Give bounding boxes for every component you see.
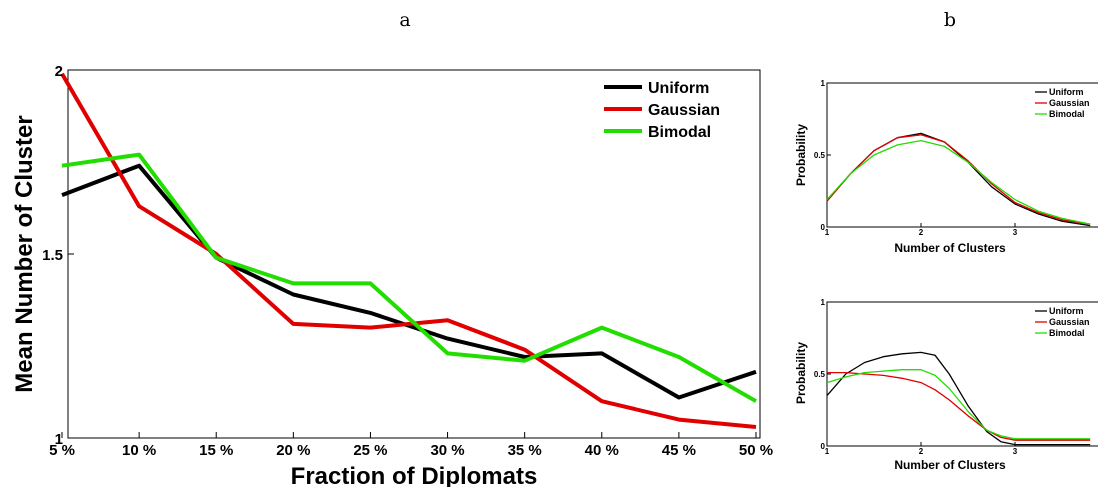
chart-b-top-series-gaussian bbox=[826, 134, 1091, 225]
chart-a-xtick-label: 40 % bbox=[585, 442, 619, 459]
chart-a-legend: Uniform Gaussian Bimodal bbox=[604, 80, 720, 141]
chart-b-bottom-ylabel: Probability bbox=[794, 342, 808, 404]
chart-b-bottom: 1 2 3 0 0.5 1 Number of Clusters Probability… bbox=[794, 298, 1098, 472]
chart-b-bottom-ytick-label: 0 bbox=[821, 442, 826, 451]
chart-b-top-ytick-label: 0.5 bbox=[814, 151, 826, 160]
chart-b-top-xlabel: Number of Clusters bbox=[894, 241, 1006, 255]
chart-b-bottom-series-gaussian bbox=[827, 371, 1091, 441]
chart-a-series-uniform bbox=[61, 163, 757, 400]
chart-b-bottom-xtick-label: 3 bbox=[1013, 447, 1018, 456]
chart-b-top-xtick-label: 1 bbox=[825, 228, 830, 237]
chart-b-bottom-ytick-label: 0.5 bbox=[814, 370, 826, 379]
chart-a-xtick-label: 35 % bbox=[508, 442, 542, 459]
chart-a-xlabel: Fraction of Diplomats bbox=[291, 463, 538, 487]
chart-a-xtick-label: 30 % bbox=[430, 442, 464, 459]
chart-a-ylabel: Mean Number of Cluster bbox=[11, 115, 38, 392]
chart-b-top-legend-label-uniform: Uniform bbox=[1049, 87, 1084, 97]
chart-a-xtick-label: 5 % bbox=[49, 442, 75, 459]
chart-b-bottom-series-bimodal bbox=[826, 369, 1091, 440]
chart-b-bottom-legend-label-bimodal: Bimodal bbox=[1049, 328, 1085, 338]
chart-b-top-xtick-label: 3 bbox=[1013, 228, 1018, 237]
chart-b-bottom-legend-label-gaussian: Gaussian bbox=[1049, 317, 1090, 327]
chart-b-bottom-series-uniform bbox=[826, 351, 1091, 446]
panel-label-a: a bbox=[399, 9, 410, 31]
chart-a-xtick-label: 20 % bbox=[276, 442, 310, 459]
chart-a-series-bimodal bbox=[61, 152, 757, 403]
chart-b-top-legend-label-gaussian: Gaussian bbox=[1049, 98, 1090, 108]
chart-b-top-xtick-label: 2 bbox=[919, 228, 924, 237]
chart-a-ytick-label: 1 bbox=[55, 431, 63, 448]
chart-a-xtick-label: 10 % bbox=[122, 442, 156, 459]
chart-a-legend-label-bimodal: Bimodal bbox=[648, 124, 711, 141]
chart-b-top-series-bimodal bbox=[826, 139, 1091, 225]
chart-a-xtick-label: 25 % bbox=[353, 442, 387, 459]
chart-a-ytick-label: 2 bbox=[55, 63, 63, 80]
chart-b-top-legend-label-bimodal: Bimodal bbox=[1049, 109, 1085, 119]
chart-b-top-ytick-label: 0 bbox=[821, 223, 826, 232]
chart-a-legend-label-gaussian: Gaussian bbox=[648, 102, 720, 119]
chart-a-xtick-label: 50 % bbox=[739, 442, 773, 459]
chart-b-bottom-xtick-label: 2 bbox=[919, 447, 924, 456]
chart-b-bottom-xlabel: Number of Clusters bbox=[894, 458, 1006, 472]
chart-a-xtick-label: 45 % bbox=[662, 442, 696, 459]
chart-b-bottom-legend-label-uniform: Uniform bbox=[1049, 306, 1084, 316]
chart-a-series-gaussian bbox=[60, 72, 757, 429]
chart-b-top-series-uniform bbox=[826, 132, 1091, 227]
chart-b-top-ylabel: Probability bbox=[794, 124, 808, 186]
chart-a-ytick-label: 1.5 bbox=[42, 247, 63, 264]
panel-label-b: b bbox=[944, 9, 956, 31]
chart-b-bottom-ytick-label: 1 bbox=[821, 298, 826, 307]
chart-a-xtick-label: 15 % bbox=[199, 442, 233, 459]
chart-a-legend-label-uniform: Uniform bbox=[648, 80, 709, 97]
chart-b-bottom-xtick-label: 1 bbox=[825, 447, 830, 456]
chart-a: 5 % 10 % 15 % 20 % 25 % 30 % 35 % 40 % 45 % 50 % … bbox=[11, 63, 773, 490]
chart-b-top: 1 2 3 0 0.5 1 Number of Clusters Probability… bbox=[794, 79, 1098, 255]
chart-b-top-ytick-label: 1 bbox=[821, 79, 826, 88]
